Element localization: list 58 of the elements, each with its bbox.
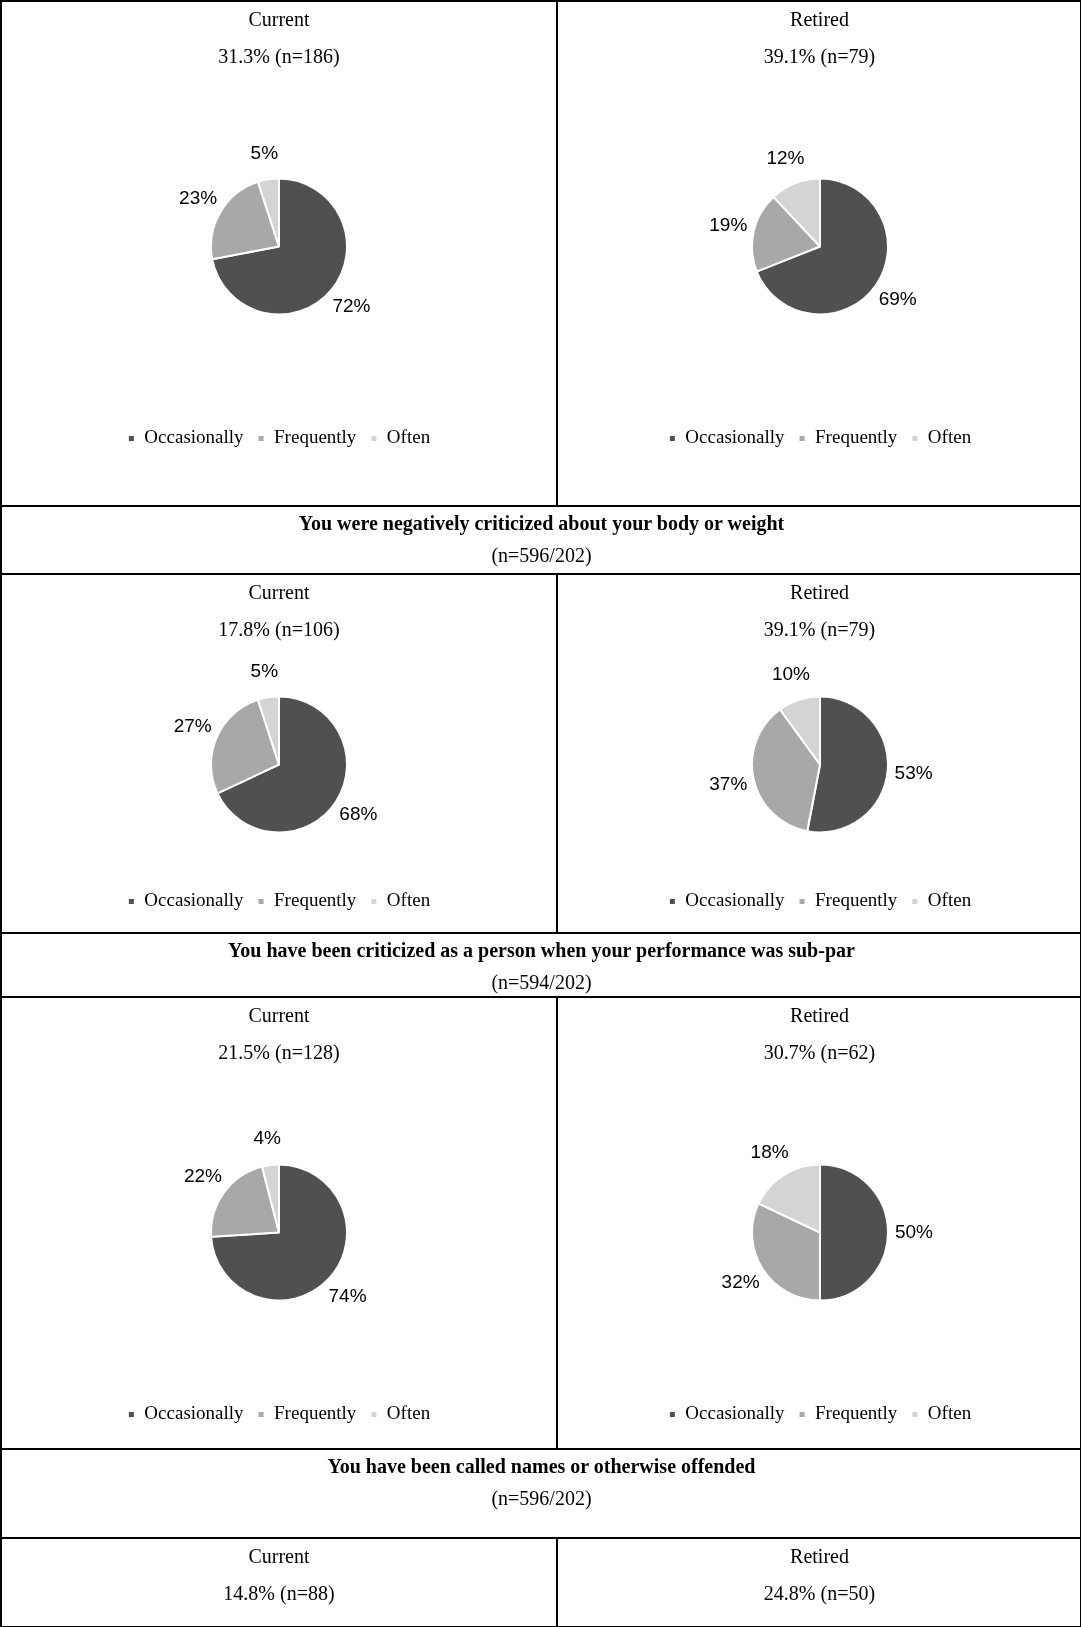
text: 14.8% (n=88) (222, 1582, 336, 1605)
chart-title: Retired (789, 581, 850, 604)
text: You have been criticized as a person when your performance was sub-par (227, 938, 856, 962)
chart-subtitle: 39.1% (n=79) (762, 618, 877, 641)
text: (n=596/202) (490, 1486, 593, 1510)
legend-label: Often (386, 426, 431, 448)
text: (n=594/202) (490, 970, 593, 994)
text: Current (247, 1545, 311, 1568)
legend-label: Occasionally (144, 889, 245, 911)
data-label: 68% (339, 803, 378, 825)
data-label: 53% (894, 761, 933, 783)
legend-label: Occasionally (684, 889, 785, 911)
data-label: 27% (173, 715, 212, 737)
legend-label: Frequently (814, 889, 898, 911)
legend-label: Occasionally (144, 1402, 245, 1424)
text: You have been called names or otherwise offended (326, 1454, 757, 1478)
data-label: 23% (179, 186, 218, 208)
chart-subtitle: 17.8% (n=106) (217, 618, 341, 641)
text: You were negatively criticized about your body or weight (297, 511, 786, 535)
data-label: 5% (250, 659, 279, 681)
data-label: 19% (708, 214, 747, 236)
legend-label: Occasionally (684, 1402, 785, 1424)
legend-label: Often (386, 1402, 431, 1424)
data-label: 74% (328, 1285, 367, 1307)
data-label: 10% (771, 663, 810, 685)
chart-subtitle: 39.1% (n=79) (762, 45, 877, 68)
chart-subtitle: 21.5% (n=128) (217, 1041, 341, 1064)
chart-title: Current (247, 581, 311, 604)
legend-label: Frequently (274, 1402, 357, 1424)
data-label: 12% (765, 147, 805, 169)
data-label: 22% (183, 1165, 223, 1187)
legend-label: Frequently (274, 889, 357, 911)
legend-label: Often (386, 889, 431, 911)
data-label: 72% (332, 294, 371, 316)
chart-subtitle: 30.7% (n=62) (762, 1041, 877, 1064)
legend-label: Occasionally (684, 426, 785, 448)
chart-title: Retired (789, 1004, 850, 1027)
data-label: 37% (708, 773, 747, 795)
legend-label: Frequently (814, 426, 898, 448)
text: 24.8% (n=50) (762, 1582, 877, 1605)
chart-title: Current (247, 1004, 311, 1027)
legend-label: Occasionally (144, 426, 245, 448)
data-label: 5% (250, 141, 279, 163)
chart-subtitle: 31.3% (n=186) (217, 45, 341, 68)
data-label: 50% (894, 1220, 933, 1242)
legend-label: Often (927, 889, 972, 911)
data-label: 18% (750, 1141, 789, 1163)
legend-label: Frequently (814, 1402, 898, 1424)
legend-label: Frequently (274, 426, 357, 448)
data-label: 4% (253, 1127, 282, 1149)
text: Retired (789, 1545, 850, 1568)
data-label: 69% (878, 287, 917, 309)
legend-label: Often (927, 1402, 972, 1424)
chart-title: Retired (789, 8, 850, 31)
legend-label: Often (927, 426, 972, 448)
data-label: 32% (721, 1271, 760, 1293)
text: (n=596/202) (490, 543, 593, 567)
chart-title: Current (247, 8, 311, 31)
